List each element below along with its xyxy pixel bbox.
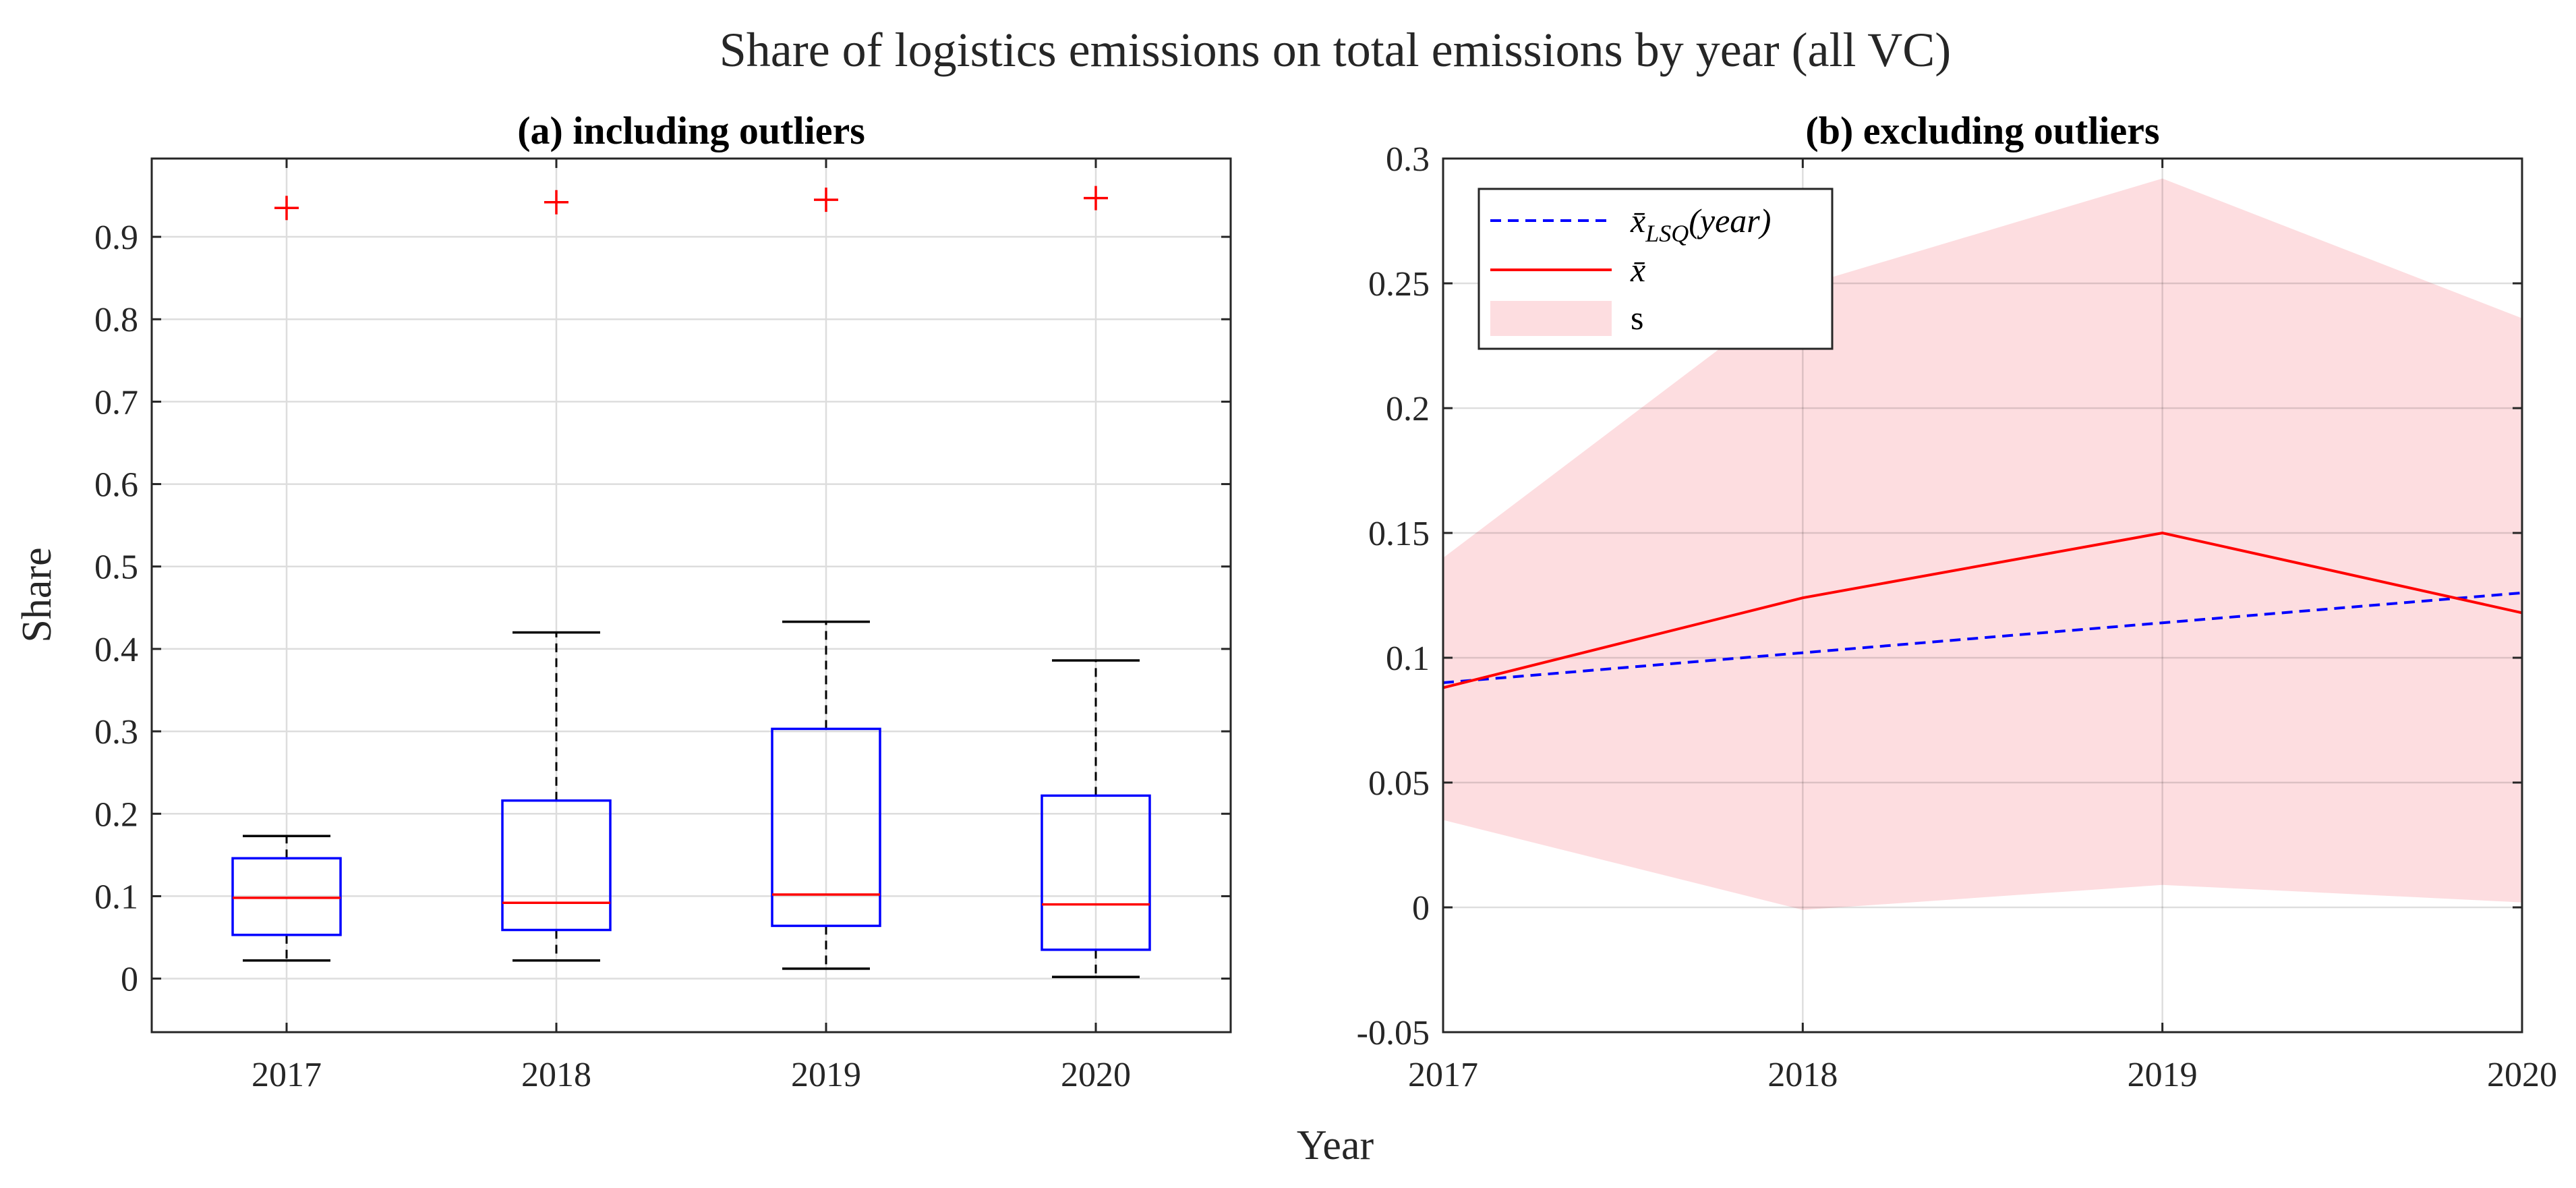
y-tick-label: 0.8 [94, 301, 138, 339]
y-tick-label: 0.3 [1386, 140, 1430, 179]
x-tick-label: 2019 [791, 1056, 861, 1094]
y-tick-label: 0.9 [94, 219, 138, 257]
iqr-box [501, 799, 612, 932]
y-tick-label: 0.05 [1368, 764, 1430, 803]
legend-lsq-symbol: x̄ [1630, 202, 1645, 239]
legend-lsq-label: x̄LSQ(year) [1630, 202, 1771, 247]
figure-title: Share of logistics emissions on total em… [720, 23, 1951, 77]
y-tick-label: 0 [121, 961, 138, 999]
y-tick-label: -0.05 [1357, 1014, 1430, 1052]
panel-a-title: (a) including outliers [517, 109, 865, 152]
legend-mean-label: x̄ [1630, 251, 1645, 289]
x-tick-label: 2020 [1061, 1056, 1131, 1094]
x-tick-label: 2018 [521, 1056, 591, 1094]
panel-a-grid [152, 159, 1231, 1032]
y-tick-label: 0.3 [94, 713, 138, 752]
x-tick-label: 2019 [2128, 1056, 2198, 1094]
panel-b-frame [1442, 157, 2523, 1034]
outlier-marker [544, 190, 568, 215]
y-tick-label: 0.4 [94, 631, 138, 669]
y-tick-label: 0.1 [94, 878, 138, 916]
x-tick-label: 2017 [252, 1056, 322, 1094]
y-tick-label: 0 [1412, 889, 1430, 928]
legend: x̄LSQ(year) x̄ s [1477, 188, 1834, 350]
y-tick-label: 0.2 [94, 795, 138, 834]
y-tick-label: 0.1 [1386, 640, 1430, 678]
legend-lsq-subscript: LSQ [1645, 220, 1689, 247]
iqr-box [771, 727, 881, 928]
mean-line [1442, 531, 2523, 689]
outlier-marker [814, 188, 838, 213]
box-2019 [771, 188, 881, 970]
y-tick-label: 0.2 [1386, 390, 1430, 428]
panel-line: -0.05 0 0.05 0.1 0.15 0.2 0.25 0.3 2017 2018 2019 2… [1357, 109, 2557, 1094]
y-tick-label: 0.25 [1368, 265, 1430, 304]
iqr-box [1041, 794, 1151, 951]
figure-xlabel: Year [1297, 1123, 1374, 1168]
panel-boxplot: 0 0.1 0.2 0.3 0.4 0.5 0.6 0.7 0.8 0.9 2017 2018 2019… [14, 109, 1232, 1094]
panel-b-title: (b) excluding outliers [1805, 109, 2159, 152]
std-band [1443, 178, 2522, 910]
panel-b-ticks: -0.05 0 0.05 0.1 0.15 0.2 0.25 0.3 2017 2018 2019 2… [1357, 140, 2557, 1094]
box-2020 [1041, 186, 1151, 978]
panel-a-frame [150, 157, 1232, 1034]
panel-a-boxes [231, 186, 1151, 978]
panel-a-ylabel: Share [14, 547, 60, 642]
y-tick-label: 0.15 [1368, 515, 1430, 553]
legend-band-label: s [1631, 299, 1643, 337]
box-2018 [501, 190, 612, 962]
outlier-marker [274, 196, 299, 221]
y-tick-label: 0.7 [94, 383, 138, 422]
y-tick-label: 0.6 [94, 466, 138, 505]
panel-b-lines [1442, 531, 2523, 689]
panel-a-plot-area [152, 159, 1231, 1032]
box-2017 [231, 196, 342, 962]
legend-lsq-argument: (year) [1689, 202, 1771, 239]
panel-a-ticks: 0 0.1 0.2 0.3 0.4 0.5 0.6 0.7 0.8 0.9 2017 2018 2019… [94, 159, 1231, 1094]
x-tick-label: 2020 [2487, 1056, 2557, 1094]
legend-band-swatch [1490, 301, 1612, 336]
x-tick-label: 2018 [1767, 1056, 1838, 1094]
lsq-trend-line [1442, 591, 2523, 684]
x-tick-label: 2017 [1408, 1056, 1478, 1094]
outlier-marker [1084, 186, 1108, 210]
iqr-box [231, 857, 342, 936]
panel-b-band [1443, 178, 2522, 910]
y-tick-label: 0.5 [94, 548, 138, 587]
